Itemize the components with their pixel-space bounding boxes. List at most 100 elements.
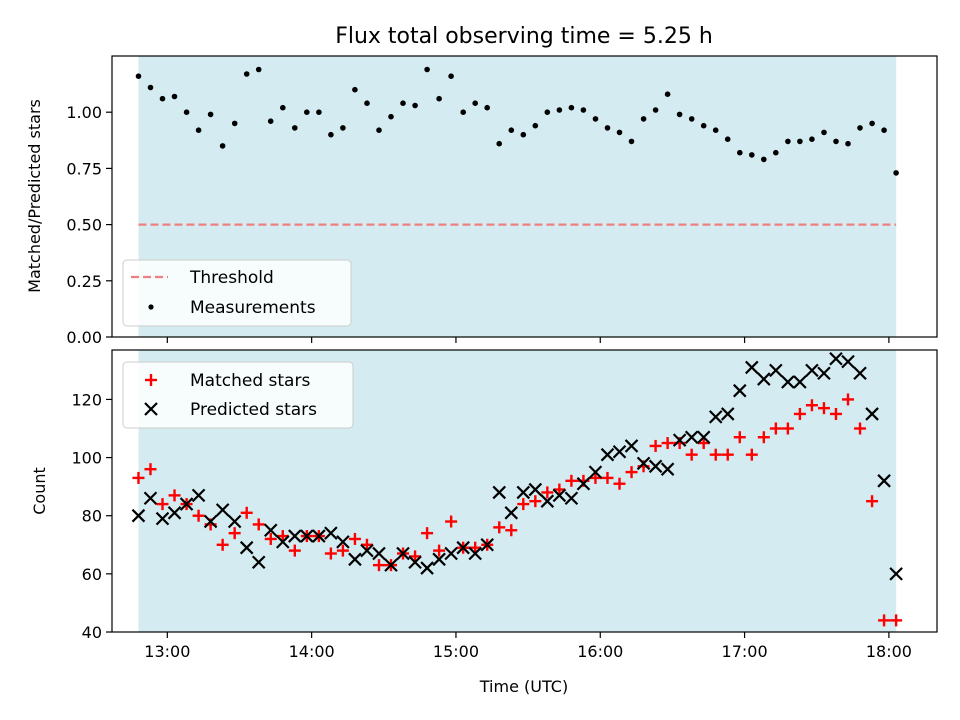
predicted-star-point [757,372,771,386]
matched-star-point [529,495,542,508]
predicted-star-point [468,546,482,561]
matched-star-point [168,489,181,502]
matched-star-point [709,448,722,461]
predicted-star-point [504,506,519,520]
predicted-star-point [745,360,759,375]
measurement-point [640,116,647,122]
matched-star-point [541,486,554,499]
measurement-point [496,140,503,147]
matched-star-point [757,431,770,444]
predicted-star-point [576,476,591,491]
measurement-point [316,109,322,115]
x-tick-label: 15:00 [433,642,479,661]
bottom-legend-box [122,361,354,429]
legend-threshold-label: Threshold [189,268,274,288]
predicted-star-point [155,511,170,526]
predicted-star-point [191,488,206,503]
measurement-point [424,66,430,73]
matched-star-point [288,544,301,557]
matched-star-point [733,431,746,444]
measurement-point [749,152,755,158]
matched-star-point [661,437,674,450]
x-tick-label: 17:00 [722,642,768,661]
matched-star-point [649,439,662,452]
measurement-point [219,143,226,149]
chart-title: Flux total observing time = 5.25 h [335,24,713,49]
predicted-star-point [348,552,362,567]
measurement-point [460,109,467,115]
matched-star-point [842,393,855,406]
legend-measurements-label: Measurements [190,298,316,318]
bottom-y-axis-label: Count [30,467,49,515]
measurement-point [340,125,346,131]
measurement-point [364,100,370,106]
matched-star-point [240,506,253,519]
matched-star-point [565,474,578,487]
matched-star-point [890,614,903,627]
x-tick-label: 13:00 [144,642,190,661]
measurement-point [195,127,202,133]
predicted-star-point [528,482,543,497]
predicted-star-point [131,508,146,523]
predicted-star-point [324,526,338,540]
measurement-point [508,127,515,133]
predicted-star-point [648,459,663,474]
measurement-point [304,109,310,115]
measurement-point [147,84,154,91]
predicted-star-point [660,462,675,476]
matched-star-point [493,521,506,534]
measurement-point [484,104,491,111]
matched-star-point [817,402,830,415]
matched-star-point [156,498,169,511]
measurement-point [712,127,719,133]
measurement-point [412,102,418,109]
measurement-point [376,127,382,133]
predicted-star-point [564,491,579,506]
matched-star-point [625,466,638,479]
predicted-star-point [877,474,891,488]
top-legend: Threshold Measurements [122,259,352,327]
bottom-panel: 40 60 80 100 120 13:00 14:00 15:00 16:00 17:00 18:… [30,349,938,696]
measurement-point [737,149,743,156]
matched-star-point [445,515,458,528]
predicted-star-point [179,497,194,511]
matched-star-point [781,422,794,435]
measurement-point [833,138,839,145]
measurement-point [676,111,683,118]
matched-star-point [685,448,698,461]
legend-matched-swatch [145,374,157,386]
matched-star-point [505,524,518,537]
top-panel: 0.00 0.25 0.50 0.75 1.00 Matched/Predicted s… [25,55,938,347]
predicted-star-point [769,363,783,378]
measurement-point [628,138,635,145]
measurement-point [544,109,551,115]
bottom-legend: Matched stars Predicted stars [122,361,354,429]
measurement-point [809,136,815,142]
measurement-point [616,129,623,136]
predicted-star-point [444,546,458,561]
predicted-star-point [239,540,254,555]
measurement-point [568,104,575,111]
matched-star-point [360,538,373,551]
predicted-star-point [167,506,182,520]
measurement-point [352,86,358,93]
matched-star-point [409,550,422,563]
measurement-point [761,156,767,163]
measurement-point [532,122,539,129]
x-tick-label: 16:00 [577,642,623,661]
bottom-y-tick-label: 80 [82,507,102,526]
measurement-point [664,91,671,97]
matched-star-point [433,544,446,557]
top-y-tick-label: 0.00 [66,328,102,347]
measurement-point [472,100,479,106]
bottom-y-tick-label: 120 [71,390,102,409]
predicted-star-point [612,444,627,459]
top-y-tick-label: 0.50 [66,216,102,235]
measurement-point [604,125,611,131]
matched-star-point [144,463,157,476]
predicted-star-point [263,523,278,538]
matched-star-point [348,532,361,545]
predicted-star-point [360,543,374,558]
predicted-star-point [672,433,687,447]
